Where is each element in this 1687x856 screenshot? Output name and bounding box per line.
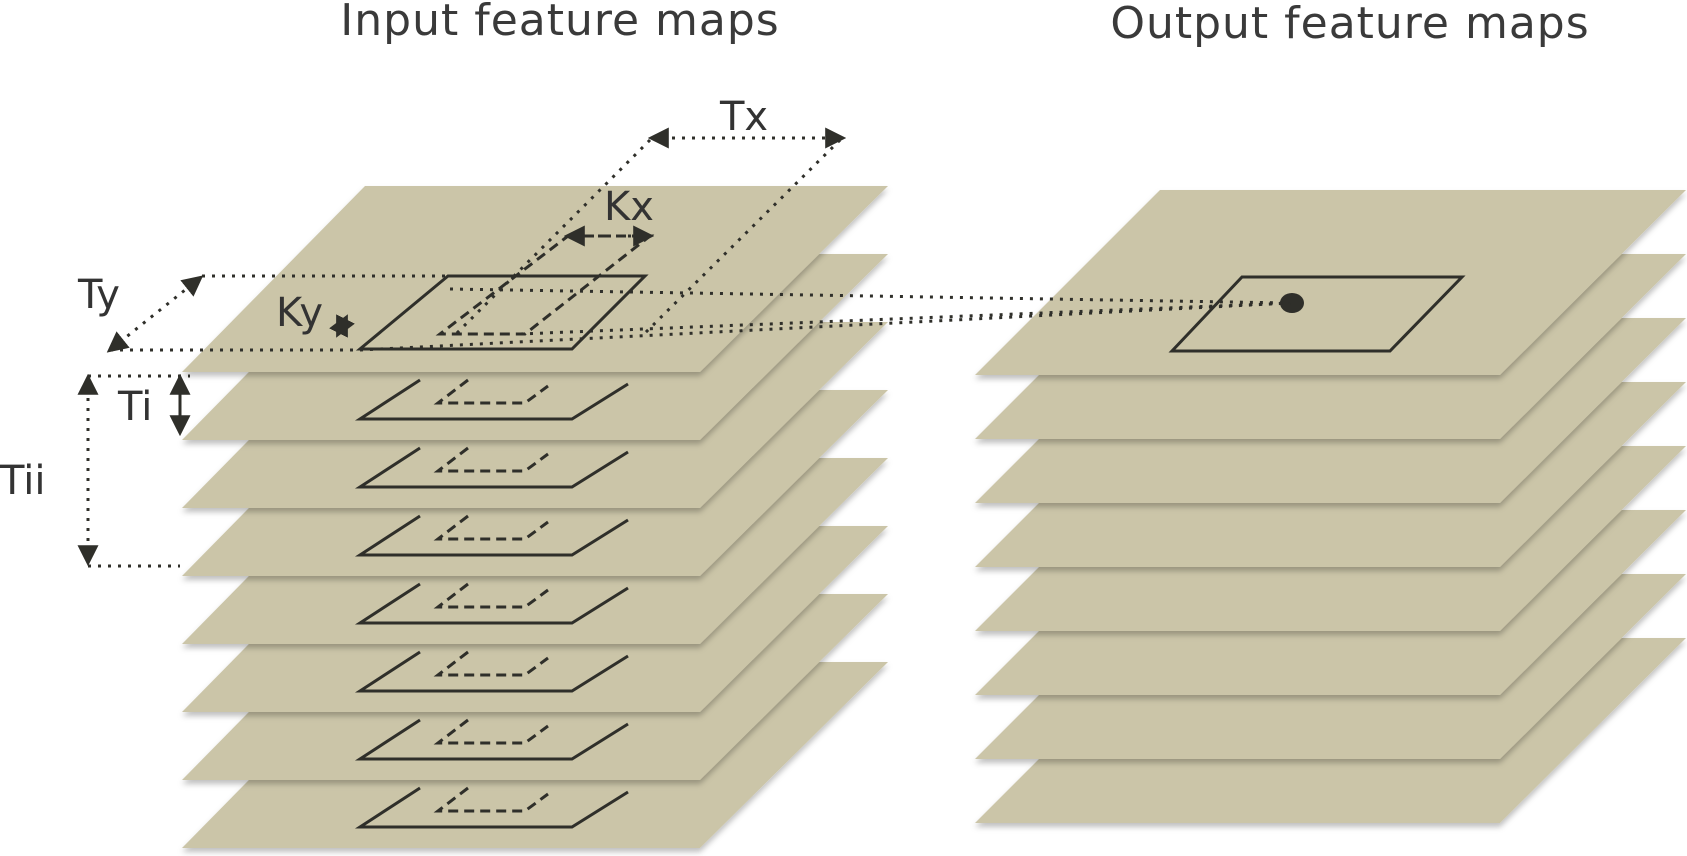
- kx-label: Kx: [604, 184, 654, 230]
- ti-dimension: [88, 373, 191, 437]
- kernel-window-lower: [433, 650, 549, 677]
- kernel-window-lower: [433, 718, 549, 745]
- input-tile-lower: [354, 446, 629, 489]
- input-tile-lower: [354, 514, 629, 557]
- tii-dimension: [77, 373, 180, 568]
- input-tile: [355, 274, 649, 351]
- kernel-window-lower: [433, 786, 549, 813]
- kernel-window-lower: [433, 582, 549, 609]
- input-tile-lower: [354, 582, 629, 625]
- output-pixel-dot: [1280, 293, 1304, 313]
- input-feature-maps-title: Input feature maps: [340, 0, 779, 46]
- kernel-window-lower: [433, 378, 549, 405]
- projection-lines: [359, 287, 1291, 352]
- ty-label: Ty: [77, 272, 120, 318]
- ti-label: Ti: [117, 384, 152, 430]
- tx-dimension: [452, 127, 847, 338]
- input-tile-lower: [354, 786, 629, 829]
- input-tile-lower: [354, 378, 629, 421]
- ty-dimension: [106, 274, 455, 353]
- tx-label: Tx: [719, 94, 768, 140]
- output-feature-maps-title: Output feature maps: [1110, 0, 1589, 49]
- tii-label: Tii: [0, 458, 45, 504]
- kernel-window-lower: [433, 514, 549, 541]
- output-tile: [1168, 275, 1466, 353]
- ky-dimension: [329, 314, 355, 338]
- input-tile-lower: [354, 718, 629, 761]
- ky-label: Ky: [276, 290, 323, 336]
- input-tile-lower: [354, 650, 629, 693]
- output-feature-map-layer: [975, 190, 1686, 375]
- output-feature-map-stack: [975, 190, 1686, 823]
- kernel-window-lower: [433, 446, 549, 473]
- input-feature-map-stack: [182, 186, 888, 848]
